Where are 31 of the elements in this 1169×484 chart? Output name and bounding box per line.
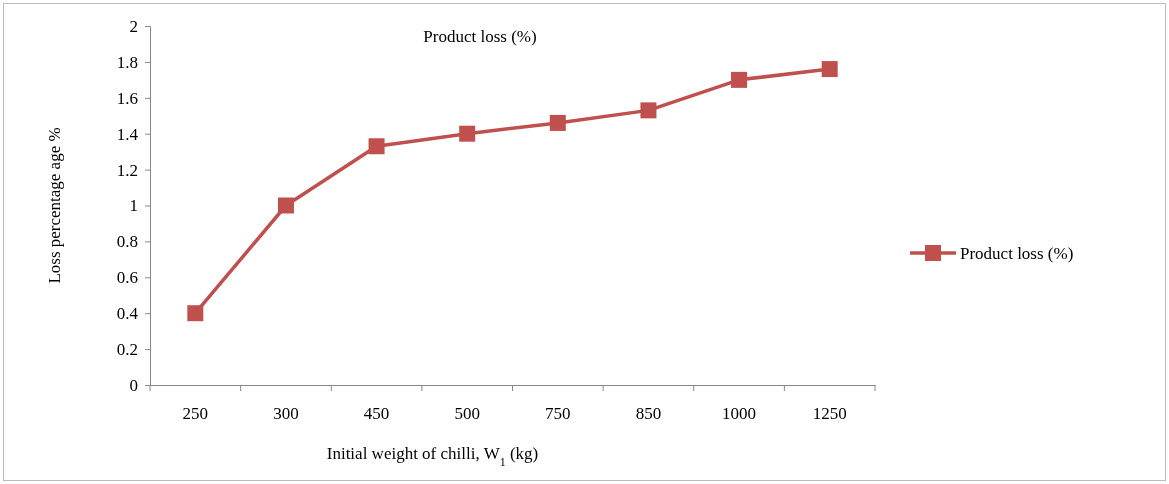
point bbox=[459, 125, 476, 142]
x-tick-label: 750 bbox=[545, 403, 571, 423]
y-axis-title: Loss percentage age % bbox=[45, 127, 64, 284]
x-tick-label: 1250 bbox=[812, 403, 847, 423]
x-tick-label: 1000 bbox=[722, 403, 757, 423]
point bbox=[549, 114, 566, 131]
y-tick-label: 1.8 bbox=[116, 52, 138, 72]
x-tick-label: 450 bbox=[363, 403, 390, 423]
point bbox=[368, 138, 385, 155]
x-tick-label: 250 bbox=[182, 403, 209, 423]
y-tick-label: 0.6 bbox=[116, 268, 138, 288]
y-tick-label: 1 bbox=[129, 196, 138, 216]
y-tick-label: 0 bbox=[129, 375, 138, 395]
y-tick-label: 2 bbox=[129, 16, 138, 36]
x-axis-title: Initial weight of chilli, W$_{1}$ (kg) bbox=[326, 444, 539, 469]
y-tick-label: 0.8 bbox=[116, 232, 138, 252]
y-tick-label: 0.4 bbox=[116, 304, 139, 324]
y-tick-label: 1.6 bbox=[116, 88, 138, 108]
y-tick-label: 1.4 bbox=[116, 124, 139, 144]
y-tick-label: 0.2 bbox=[116, 340, 138, 360]
point bbox=[187, 305, 204, 322]
point bbox=[821, 61, 838, 78]
x-tick-label: 500 bbox=[454, 403, 480, 423]
y-tick-label: 1.2 bbox=[116, 160, 138, 180]
legend-label: Product loss (%) bbox=[960, 244, 1074, 263]
x-tick-label: 300 bbox=[273, 403, 299, 423]
point bbox=[277, 197, 294, 214]
point bbox=[731, 71, 748, 88]
chart-title: Product loss (%) bbox=[423, 27, 537, 46]
point bbox=[640, 102, 657, 119]
x-tick-label: 850 bbox=[635, 403, 662, 423]
